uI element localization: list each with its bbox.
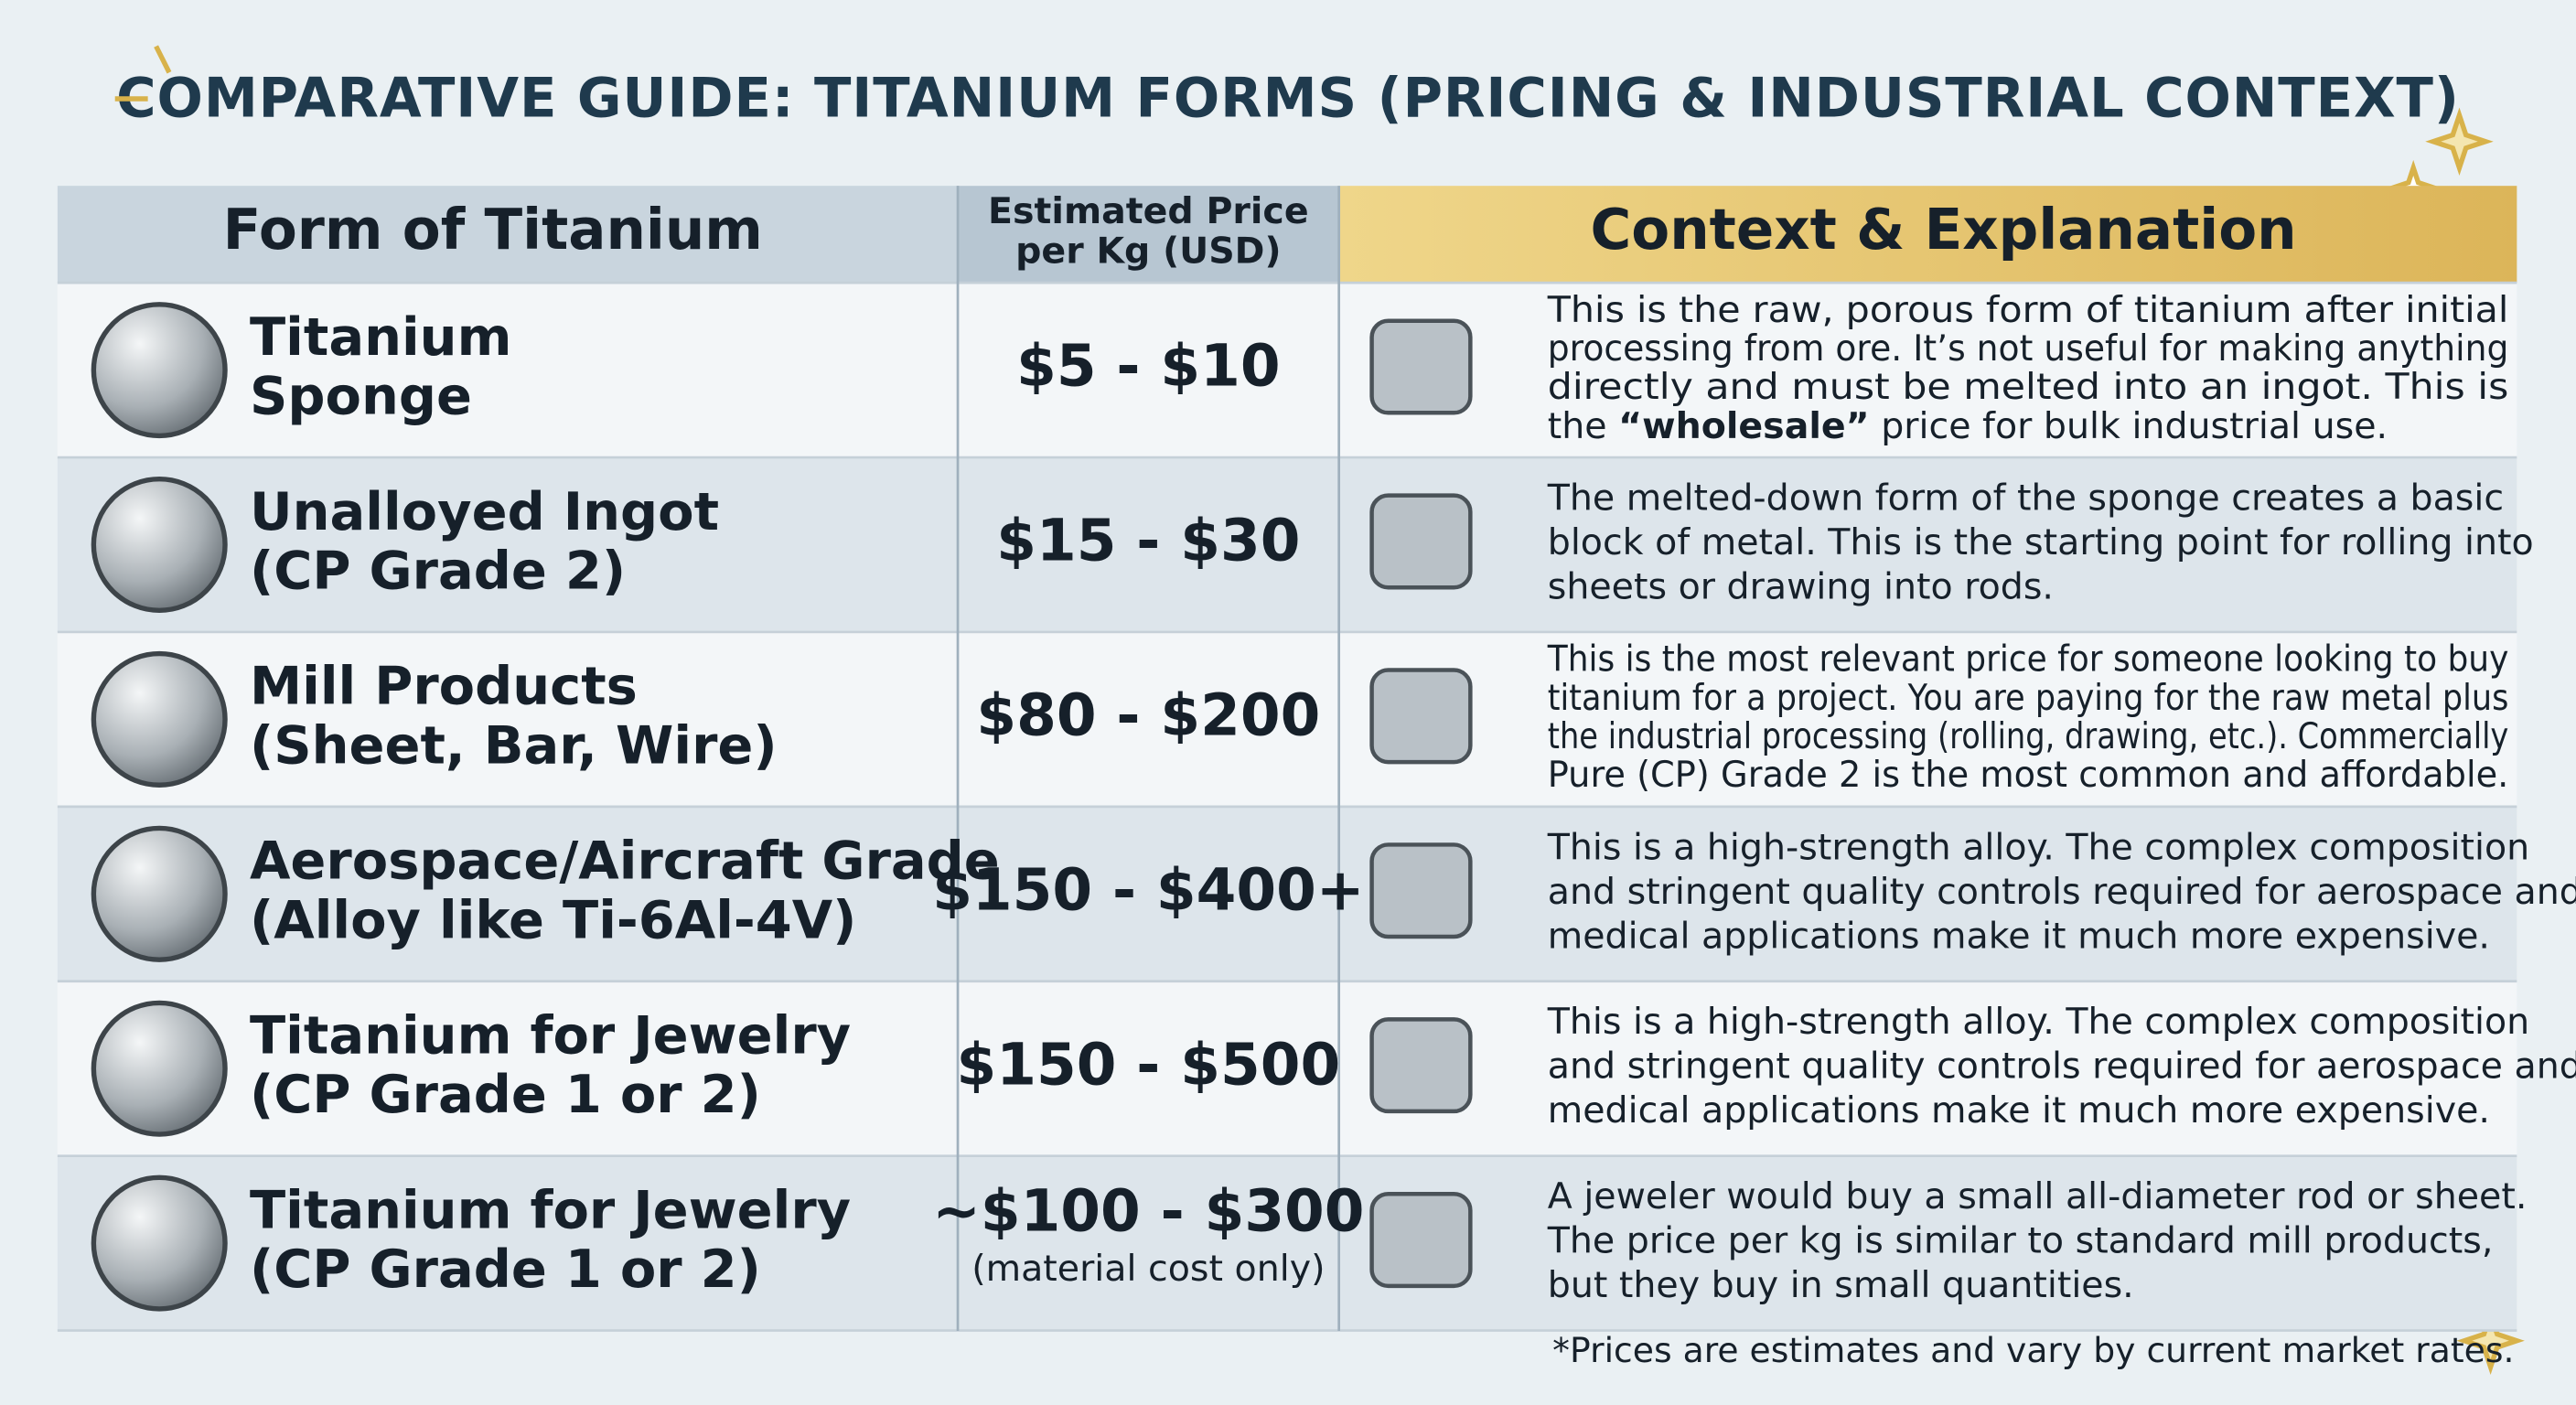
form-name: (Alloy like Ti-6Al-4V) [250,889,856,950]
title: COMPARATIVE GUIDE: TITANIUM FORMS (PRICI… [116,67,2460,130]
context-text: titanium for a project. You are paying f… [1548,677,2509,719]
context-text: and stringent quality controls required … [1548,871,2576,913]
context-text: the industrial processing (rolling, draw… [1548,715,2509,757]
context-text: The melted-down form of the sponge creat… [1547,477,2504,520]
form-name: Aerospace/Aircraft Grade [250,831,1000,892]
price: $150 - $400+ [932,856,1364,923]
context-text: This is the most relevant price for some… [1547,638,2509,681]
icon [91,825,228,962]
form-name: Unalloyed Ingot [250,481,719,542]
context-text: directly and must be melted into an ingo… [1548,366,2509,408]
context-text: This is the raw, porous form of titanium… [1547,289,2509,331]
header-text: Form of Titanium [223,198,763,263]
price: ~$100 - $300 [932,1178,1364,1245]
header-cell [1338,186,2517,284]
row-background [57,283,2517,458]
form-name: Titanium for Jewelry [250,1179,851,1240]
context-text: A jeweler would buy a small all-diameter… [1548,1175,2528,1217]
icon [1369,842,1473,939]
context-text: and stringent quality controls required … [1548,1046,2576,1088]
price: $80 - $200 [976,681,1320,748]
price: $5 - $10 [1016,333,1280,400]
context-text: processing from ore. It’s not useful for… [1548,327,2509,370]
context-text: sheets or drawing into rods. [1548,565,2054,607]
icon [1369,668,1473,765]
row-background [57,1155,2517,1331]
context-text: medical applications make it much more e… [1548,915,2490,957]
row-background [57,806,2517,981]
context-text: medical applications make it much more e… [1548,1089,2490,1132]
icon [1369,1017,1473,1114]
icon [1369,318,1473,415]
icon [1369,1192,1473,1289]
icon [91,650,228,788]
price: $150 - $500 [957,1031,1341,1098]
header-text: Context & Explanation [1590,198,2296,263]
form-name: (Sheet, Bar, Wire) [250,714,778,776]
header-cell [57,186,959,284]
form-name: Titanium for Jewelry [250,1005,851,1067]
form-name: (CP Grade 2) [250,540,626,601]
context-text: This is a high-strength alloy. The compl… [1547,826,2529,868]
footnote: *Prices are estimates and vary by curren… [1552,1330,2514,1370]
header-text: Estimated Price [988,190,1309,232]
context-text: but they buy in small quantities. [1548,1264,2134,1306]
icon [91,1000,228,1137]
context-text: Pure (CP) Grade 2 is the most common and… [1548,754,2509,796]
form-name: Sponge [250,366,472,427]
icon [91,476,228,614]
context-text: block of metal. This is the starting poi… [1548,521,2534,563]
form-name: Mill Products [250,656,638,717]
form-name: (CP Grade 1 or 2) [250,1239,761,1300]
context-segment: price for bulk industrial use. [1870,404,2388,446]
header-cell [958,186,1339,284]
icon [91,302,228,439]
icon [91,1174,228,1312]
row-background [57,981,2517,1156]
context-segment: “wholesale” [1618,404,1870,446]
context-segment: the [1548,404,1618,446]
price: $15 - $30 [996,508,1300,574]
header-text: per Kg (USD) [1015,230,1281,272]
context-text: the “wholesale” price for bulk industria… [1548,404,2388,446]
context-text: This is a high-strength alloy. The compl… [1547,1001,2529,1043]
row-background [57,631,2517,807]
row-background [57,457,2517,632]
context-text: The price per kg is similar to standard … [1547,1220,2494,1262]
icon [1369,493,1473,590]
price-note: (material cost only) [971,1248,1325,1290]
form-name: (CP Grade 1 or 2) [250,1064,761,1125]
form-name: Titanium [250,306,511,368]
